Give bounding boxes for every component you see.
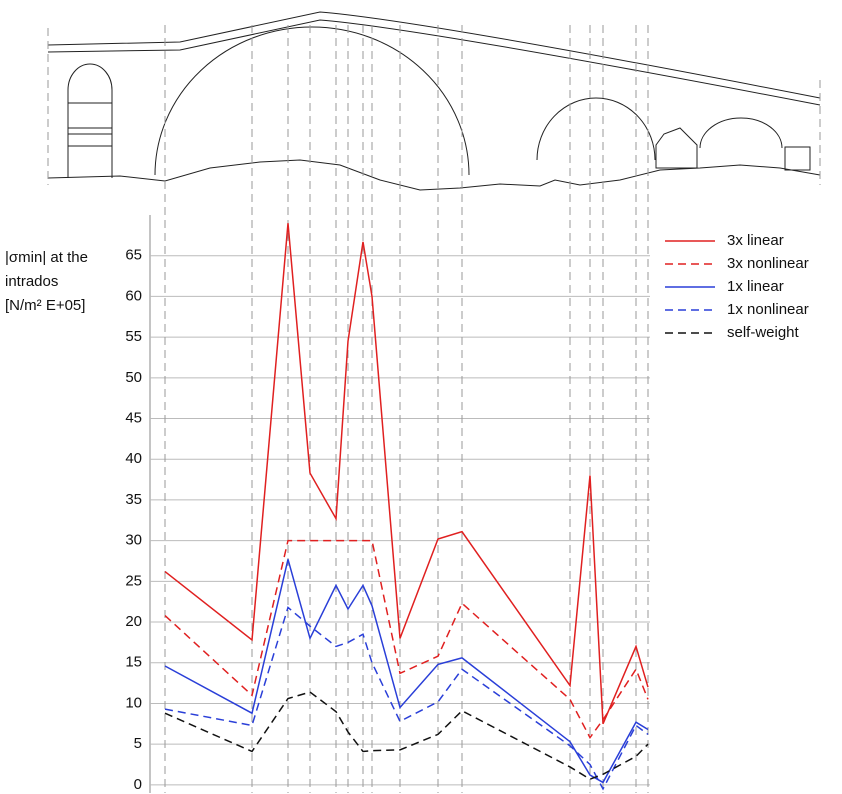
arch	[537, 98, 655, 160]
y-axis-title: |σmin| at the intrados [N/m² E+05]	[5, 249, 88, 314]
series-line	[165, 541, 648, 738]
y-tick-label: 0	[134, 776, 142, 793]
series-line	[165, 223, 648, 724]
legend-label: 1x linear	[727, 278, 784, 295]
main-arch	[155, 27, 469, 175]
bridge-elevation	[48, 12, 820, 190]
pier-lines	[68, 103, 112, 146]
y-tick-label: 65	[125, 247, 142, 264]
y-tick-label: 20	[125, 613, 142, 630]
series-line	[165, 559, 648, 782]
legend-label: 1x nonlinear	[727, 301, 809, 318]
deck-bottom	[48, 20, 820, 105]
y-axis-title-line: [N/m² E+05]	[5, 297, 85, 314]
y-tick-label: 55	[125, 328, 142, 345]
arch	[700, 118, 782, 148]
y-axis-title-line: |σmin| at the	[5, 249, 88, 266]
y-axis-title-line: intrados	[5, 273, 58, 290]
deck-top	[48, 12, 820, 98]
y-tick-label: 5	[134, 735, 142, 752]
y-tick-label: 30	[125, 532, 142, 549]
y-tick-label: 35	[125, 491, 142, 508]
y-tick-label: 50	[125, 369, 142, 386]
chart: |σmin| at the intrados [N/m² E+05] 0 5 10 15 2…	[0, 0, 842, 794]
pier-window	[68, 64, 112, 178]
legend-label: self-weight	[727, 324, 800, 341]
y-tick-label: 40	[125, 450, 142, 467]
legend-label: 3x nonlinear	[727, 255, 809, 272]
y-tick-label: 15	[125, 654, 142, 671]
structures	[656, 128, 810, 170]
ground-line	[48, 160, 820, 190]
y-tick-label: 60	[125, 287, 142, 304]
y-tick-label: 10	[125, 694, 142, 711]
legend-label: 3x linear	[727, 232, 784, 249]
y-tick-label: 25	[125, 572, 142, 589]
y-tick-label: 45	[125, 409, 142, 426]
